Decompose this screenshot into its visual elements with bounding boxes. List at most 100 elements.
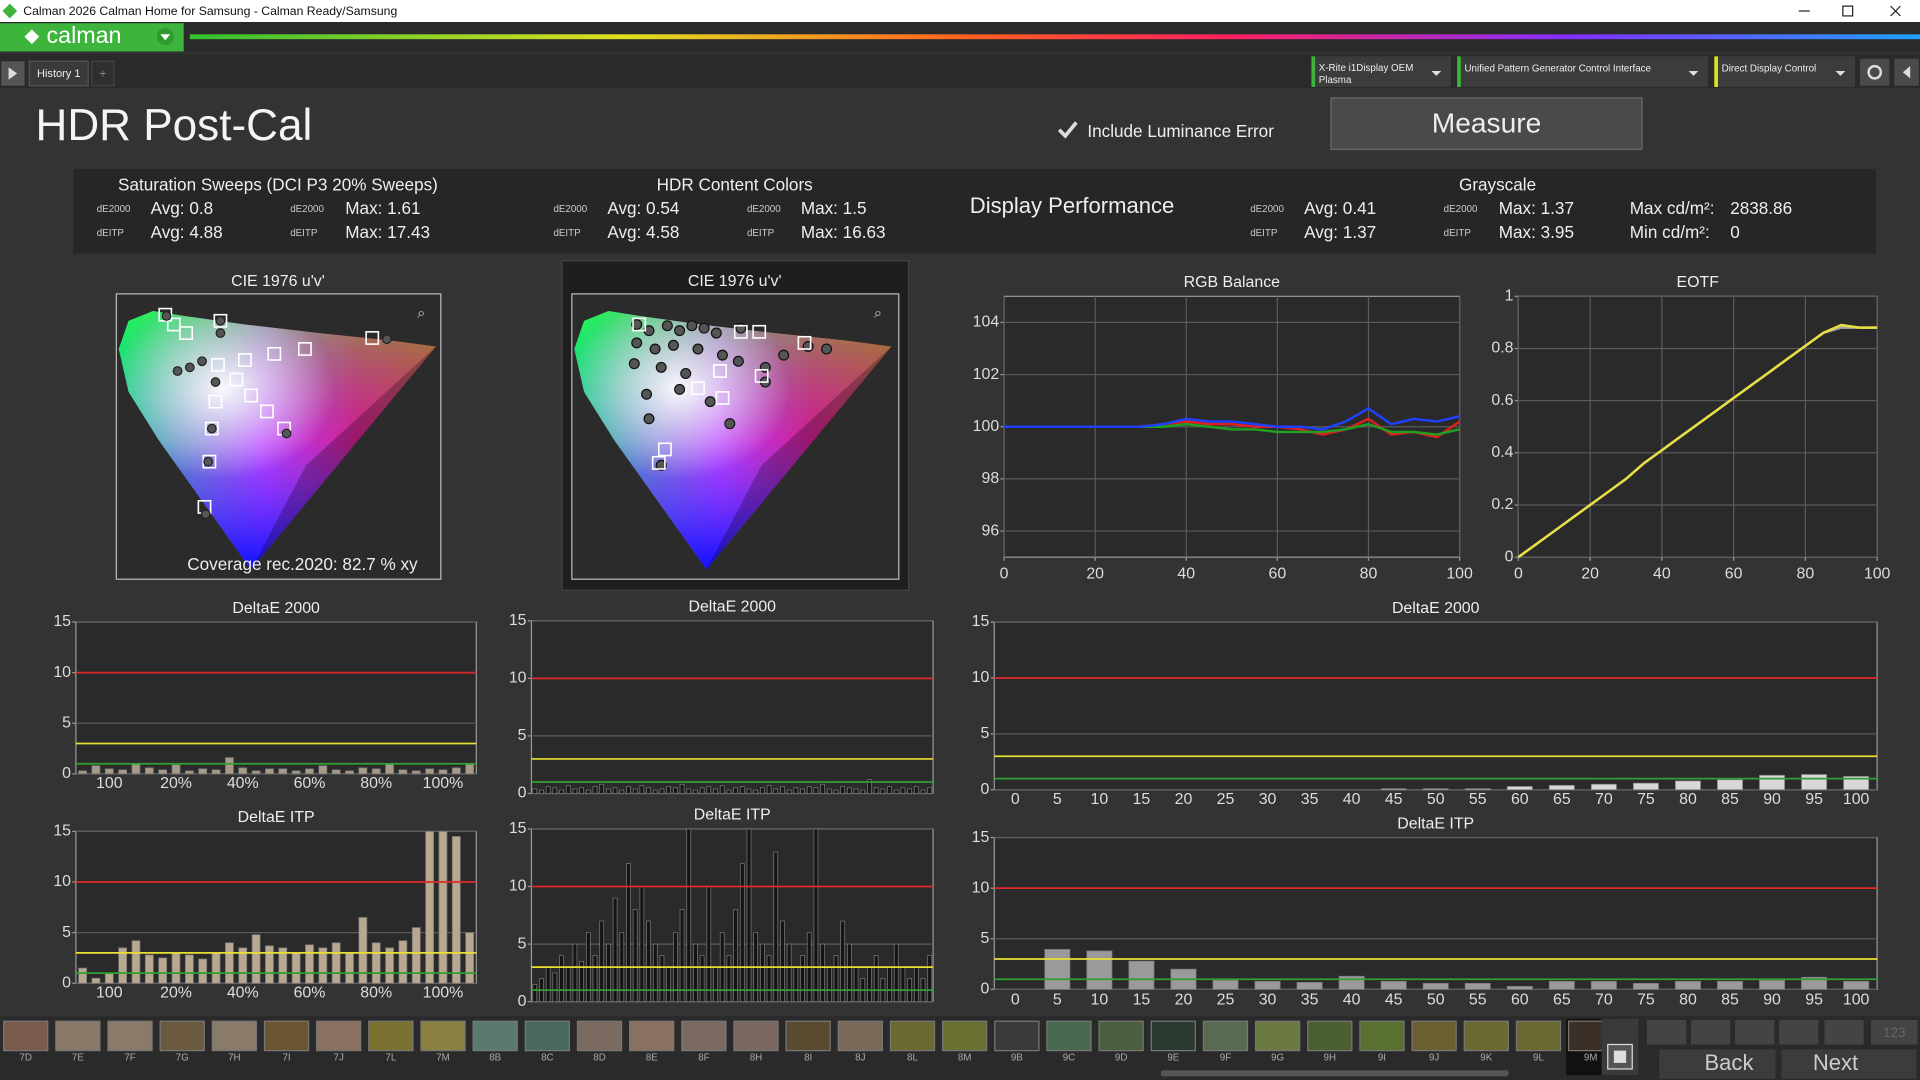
stop-button[interactable] <box>1607 1043 1633 1070</box>
bar <box>291 952 301 984</box>
swatch[interactable] <box>629 1020 675 1052</box>
swatch[interactable] <box>837 1020 883 1052</box>
bar <box>1380 980 1407 990</box>
cie-title: CIE 1976 u'v' <box>231 273 325 290</box>
device-selector[interactable] <box>1714 56 1856 87</box>
bar <box>265 768 274 775</box>
tab[interactable] <box>28 60 89 87</box>
swatch[interactable] <box>1515 1020 1562 1052</box>
back-button[interactable] <box>1659 1049 1776 1079</box>
y-tick-label: 0.2 <box>1491 496 1513 513</box>
swatch[interactable] <box>994 1020 1040 1052</box>
close[interactable] <box>1890 5 1901 17</box>
swatch[interactable] <box>1202 1020 1249 1052</box>
metric-value: Avg: 0.8 <box>151 198 214 218</box>
bar <box>880 788 886 794</box>
bar <box>1759 774 1786 791</box>
bar <box>425 768 434 775</box>
swatch[interactable] <box>55 1020 101 1052</box>
chart-title: EOTF <box>1677 274 1720 291</box>
bar <box>913 786 919 794</box>
next-button[interactable] <box>1781 1049 1917 1079</box>
bar <box>144 954 154 984</box>
swatch[interactable] <box>1411 1020 1457 1052</box>
swatch[interactable] <box>3 1020 49 1052</box>
bar <box>800 788 805 794</box>
bar <box>539 789 544 794</box>
bar <box>1548 784 1575 791</box>
metric-value: Max: 16.63 <box>801 222 886 242</box>
checkbox[interactable] <box>1057 121 1078 139</box>
bar <box>606 943 611 1002</box>
zoom-icon[interactable]: ⌕ <box>874 305 882 321</box>
swatch[interactable] <box>1150 1020 1196 1052</box>
chart-title: DeltaE ITP <box>694 807 771 824</box>
swatch[interactable] <box>785 1020 831 1052</box>
scrollbar[interactable] <box>1160 1070 1509 1077</box>
bar <box>813 828 819 1002</box>
bar <box>532 788 538 794</box>
add-tab[interactable] <box>91 60 115 87</box>
swatch[interactable] <box>107 1020 153 1052</box>
swatch[interactable] <box>420 1020 466 1052</box>
bar <box>265 945 274 984</box>
swatch[interactable] <box>1046 1020 1092 1052</box>
y-tick-label: 96 <box>981 522 999 539</box>
swatch[interactable] <box>889 1020 936 1052</box>
metric-value: Max: 1.5 <box>801 198 867 218</box>
swatch[interactable] <box>1307 1020 1353 1052</box>
swatch[interactable] <box>1254 1020 1301 1052</box>
bar <box>873 955 879 1003</box>
y-tick-label: 5 <box>518 935 527 952</box>
x-tick-label: 80 <box>1679 791 1697 808</box>
bar <box>726 955 732 1003</box>
playback-controls <box>1646 1020 1918 1045</box>
swatch[interactable] <box>472 1020 518 1052</box>
y-tick-label: 10 <box>972 879 990 896</box>
measure-button[interactable] <box>1330 97 1643 150</box>
bar <box>706 886 712 1002</box>
swatch-label: 9K <box>1480 1053 1492 1064</box>
bar <box>652 789 658 794</box>
y-tick-label: 0 <box>1505 548 1514 565</box>
maximize[interactable] <box>1842 5 1854 17</box>
swatch[interactable] <box>159 1020 205 1052</box>
bar <box>693 789 698 794</box>
swatch[interactable] <box>263 1020 310 1052</box>
bar <box>867 779 872 794</box>
device-selector[interactable] <box>1457 56 1709 87</box>
swatch[interactable] <box>576 1020 623 1052</box>
swatch[interactable] <box>1463 1020 1509 1052</box>
swatch[interactable] <box>733 1020 779 1052</box>
series-line <box>1004 407 1460 431</box>
swatch[interactable] <box>1359 1020 1405 1052</box>
swatch-label: 9M <box>1584 1053 1598 1064</box>
swatch[interactable] <box>1098 1020 1144 1052</box>
swatch[interactable] <box>524 1020 570 1052</box>
swatch[interactable] <box>316 1020 362 1052</box>
bar <box>592 955 598 1003</box>
zoom-icon[interactable]: ⌕ <box>417 305 425 321</box>
bar <box>766 785 772 794</box>
swatch-label: 7E <box>72 1053 84 1064</box>
device-dropdown <box>1688 71 1699 76</box>
x-tick-label: 100 <box>1843 791 1870 808</box>
bar <box>786 789 792 794</box>
swatch[interactable] <box>211 1020 258 1052</box>
device-label: Direct Display Control <box>1722 63 1817 74</box>
swatch[interactable] <box>941 1020 988 1052</box>
x-tick-label: 20 <box>1175 791 1193 808</box>
metric-label: dEITP <box>1444 228 1472 239</box>
x-tick-label: 75 <box>1637 992 1655 1009</box>
device-selector[interactable] <box>1311 56 1452 87</box>
bar <box>1506 985 1533 990</box>
settings-button[interactable] <box>1860 58 1890 86</box>
bar <box>131 763 141 775</box>
swatch[interactable] <box>681 1020 727 1052</box>
swatch[interactable] <box>368 1020 414 1052</box>
bar <box>746 828 752 1002</box>
x-tick-label: 40 <box>1177 565 1195 582</box>
y-tick-label: 15 <box>972 829 990 846</box>
x-tick-label: 50 <box>1427 992 1445 1009</box>
measure-label: Measure <box>1432 107 1542 138</box>
